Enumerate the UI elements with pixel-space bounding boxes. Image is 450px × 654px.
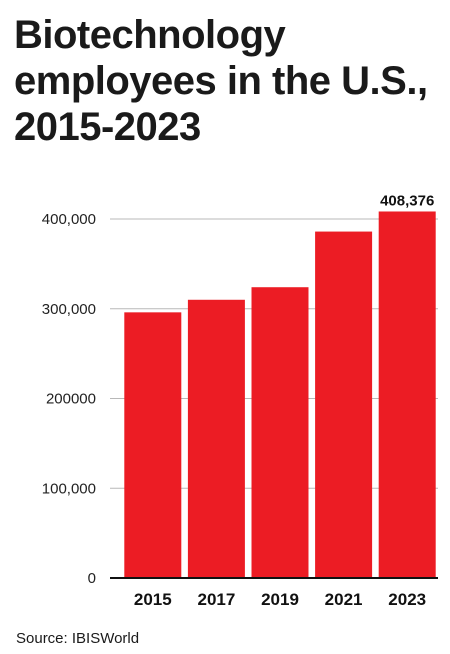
y-tick-label: 400,000 — [42, 211, 96, 228]
y-tick-label: 200000 — [46, 391, 96, 408]
bar — [378, 211, 436, 578]
x-tick-label: 2017 — [197, 590, 235, 609]
data-label: 408,376 — [380, 192, 434, 209]
x-tick-label: 2019 — [261, 590, 299, 609]
chart-title-line-3: 2015-2023 — [14, 105, 201, 149]
bar — [124, 312, 182, 578]
source-note: Source: IBISWorld — [16, 630, 140, 647]
bar — [315, 231, 373, 578]
y-tick-label: 0 — [88, 570, 96, 587]
x-tick-label: 2023 — [388, 590, 426, 609]
bar — [251, 287, 309, 578]
bar — [187, 299, 245, 578]
chart-title: Biotechnology employees in the U.S., 201… — [14, 12, 444, 150]
x-tick-label: 2021 — [325, 590, 363, 609]
y-tick-label: 100,000 — [42, 480, 96, 497]
chart-title-line-1: Biotechnology — [14, 13, 286, 57]
chart-title-line-2: employees in the U.S., — [14, 59, 428, 103]
x-tick-label: 2015 — [134, 590, 172, 609]
y-tick-label: 300,000 — [42, 301, 96, 318]
